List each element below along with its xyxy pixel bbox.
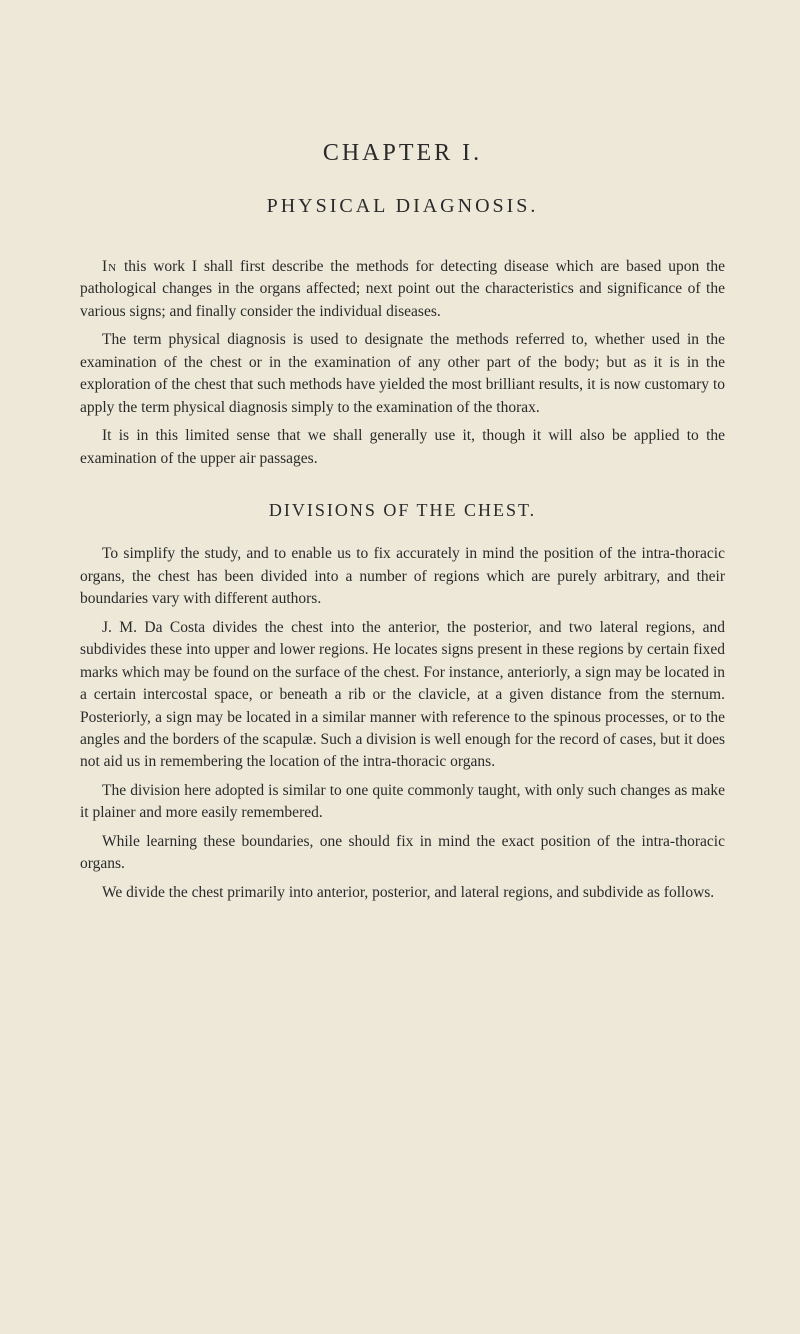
chapter-heading: CHAPTER I.: [80, 140, 725, 167]
paragraph-8: We divide the chest primarily into anter…: [80, 882, 725, 904]
paragraph-4: To simplify the study, and to enable us …: [80, 543, 725, 610]
paragraph-2: The term physical diagnosis is used to d…: [80, 329, 725, 419]
paragraph-6: The division here adopted is similar to …: [80, 780, 725, 825]
paragraph-1-lead: In: [102, 258, 117, 275]
subsection-heading: DIVISIONS OF THE CHEST.: [80, 500, 725, 521]
section-heading: PHYSICAL DIAGNOSIS.: [80, 195, 725, 218]
paragraph-1-body: this work I shall first describe the met…: [80, 258, 725, 320]
paragraph-3: It is in this limited sense that we shal…: [80, 425, 725, 470]
paragraph-1: In this work I shall first describe the …: [80, 256, 725, 323]
paragraph-7: While learning these boundaries, one sho…: [80, 831, 725, 876]
paragraph-5: J. M. Da Costa divides the chest into th…: [80, 617, 725, 774]
